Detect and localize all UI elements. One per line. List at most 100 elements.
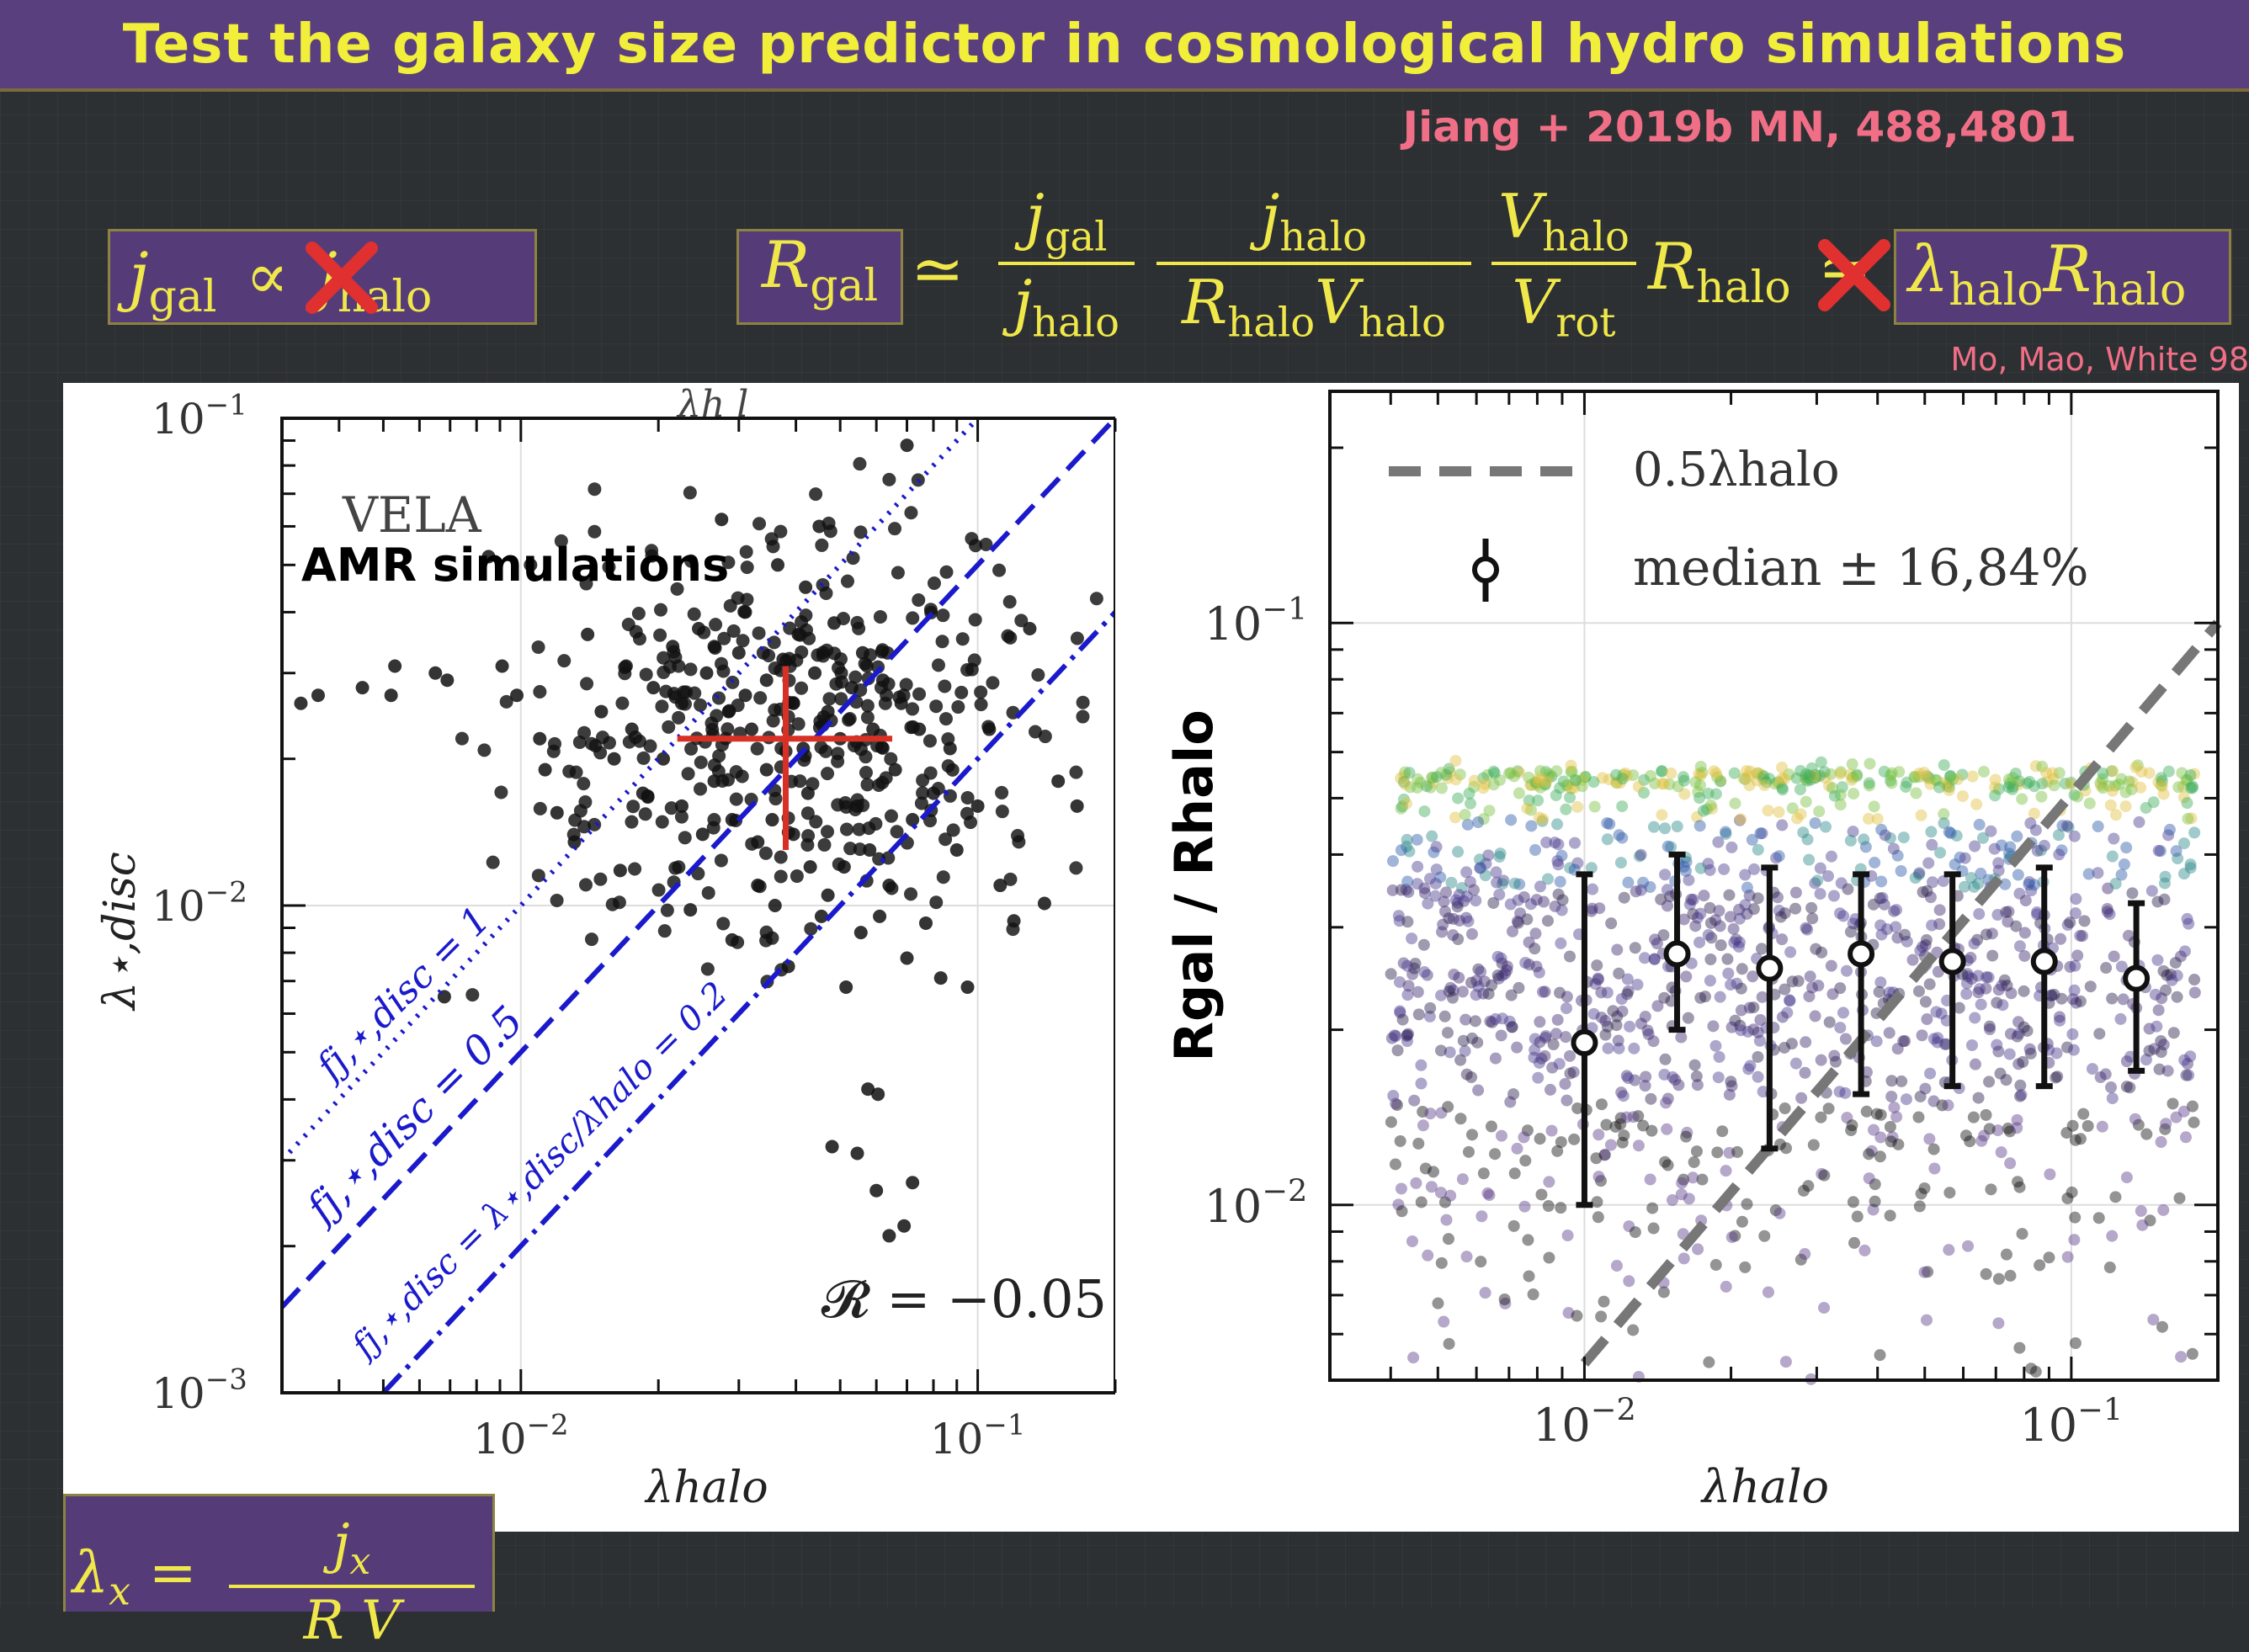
scatter-point [752, 517, 767, 531]
legend-label-reference: 0.5λhalo [1633, 443, 1840, 497]
scatter-point [2156, 780, 2168, 793]
scatter-point [2068, 789, 2081, 801]
scatter-point [1691, 1079, 1704, 1092]
scatter-point [2070, 893, 2082, 906]
scatter-point [1806, 912, 1819, 925]
scatter-point [657, 924, 672, 938]
scatter-point [1752, 892, 1764, 905]
scatter-point [1529, 776, 1542, 789]
scatter-point [2000, 906, 2012, 918]
scatter-point [1829, 1055, 1842, 1068]
scatter-point [1518, 1131, 1530, 1144]
scatter-point [1803, 853, 1816, 866]
scatter-point [1639, 1011, 1651, 1023]
scatter-point [1773, 778, 1785, 790]
scatter-point [2074, 1133, 2087, 1145]
scatter-point [1693, 936, 1706, 948]
scatter-point [1395, 1182, 1407, 1195]
scatter-point [1647, 821, 1660, 833]
scatter-point [2029, 760, 2042, 773]
eq-symbol: R [762, 227, 811, 302]
scatter-point [1666, 1194, 1678, 1207]
scatter-point [938, 832, 953, 847]
scatter-point [2018, 1021, 2030, 1033]
scatter-point [1783, 768, 1795, 781]
scatter-point [638, 807, 652, 821]
scatter-point [1613, 1042, 1625, 1054]
scatter-point [580, 677, 594, 691]
scatter-point [2099, 1068, 2112, 1081]
scatter-point [821, 825, 835, 839]
scatter-point [2169, 956, 2182, 969]
scatter-point [2135, 766, 2148, 778]
scatter-point [1399, 778, 1412, 790]
scatter-point [486, 855, 500, 869]
scatter-point [965, 532, 979, 546]
scatter-point [1776, 1011, 1789, 1023]
scatter-point [1632, 1110, 1645, 1123]
scatter-point [1452, 846, 1465, 858]
scatter-point [765, 813, 779, 827]
scatter-point [1751, 774, 1763, 787]
scatter-point [1800, 1036, 1812, 1049]
scatter-point [1825, 768, 1837, 780]
scatter-point [2060, 1041, 2073, 1054]
median-point [1571, 1029, 1598, 1057]
scatter-point [1423, 873, 1436, 885]
eq-rhalo: Rhalo [1648, 229, 1791, 313]
scatter-point [1744, 765, 1757, 778]
scatter-point [1523, 794, 1535, 807]
scatter-point [1601, 817, 1614, 830]
scatter-point [1468, 780, 1481, 793]
scatter-point [1704, 901, 1716, 914]
scatter-point [712, 749, 726, 763]
scatter-point [2002, 916, 2014, 928]
scatter-point [1805, 762, 1818, 774]
scatter-point [1809, 772, 1821, 784]
scatter-point [1910, 787, 1922, 799]
scatter-point [1513, 878, 1526, 890]
scatter-point [1444, 1046, 1456, 1059]
scatter-point [2177, 868, 2190, 880]
scatter-point [1551, 855, 1564, 868]
scatter-point [1386, 884, 1399, 896]
scatter-point [688, 686, 702, 700]
scatter-point [2004, 1028, 2017, 1040]
scatter-point [1550, 765, 1563, 778]
scatter-point [1511, 1041, 1523, 1054]
scatter-point [2069, 1134, 2082, 1146]
scatter-point [593, 872, 608, 886]
scatter-point [900, 951, 914, 965]
scatter-point [1385, 968, 1397, 980]
scatter-point [1834, 799, 1847, 811]
scatter-point [1661, 1159, 1674, 1171]
scatter-point [2097, 782, 2109, 794]
scatter-point [1735, 1024, 1747, 1037]
scatter-point [1897, 831, 1910, 844]
scatter-point [1657, 778, 1670, 790]
scatter-point [1552, 838, 1565, 851]
scatter-point [1401, 875, 1414, 888]
scatter-point [2051, 1070, 2064, 1083]
scatter-point [1805, 773, 1817, 786]
scatter-point [1592, 972, 1604, 985]
scatter-point [1461, 818, 1474, 831]
scatter-point [1506, 925, 1518, 938]
scatter-point [1610, 1260, 1623, 1272]
scatter-point [1521, 913, 1534, 926]
scatter-point [577, 725, 592, 740]
scatter-point [667, 687, 681, 701]
scatter-point [2164, 969, 2177, 981]
scatter-point [1878, 765, 1890, 778]
scatter-point [1417, 1119, 1429, 1132]
scatter-point [683, 903, 698, 917]
scatter-point [1613, 967, 1625, 980]
scatter-point [1426, 771, 1438, 784]
scatter-point [1785, 1038, 1798, 1050]
scatter-point [1794, 784, 1806, 796]
scatter-point [1393, 975, 1406, 988]
scatter-point [1598, 1149, 1611, 1161]
scatter-point [1394, 1005, 1406, 1017]
slide-title: Test the galaxy size predictor in cosmol… [122, 13, 2127, 76]
scatter-point [2086, 1063, 2098, 1076]
